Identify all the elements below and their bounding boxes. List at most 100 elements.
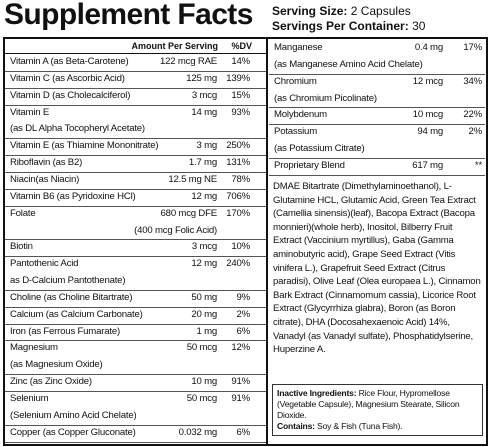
nutrient-name: Selenium	[10, 393, 49, 404]
daily-value: 91%	[231, 393, 250, 404]
title: Supplement Facts	[4, 0, 253, 31]
row-rule	[5, 155, 266, 157]
daily-value: 250%	[226, 140, 250, 152]
row-rule	[5, 424, 266, 426]
nutrient-name: Magnesium	[10, 342, 58, 354]
amount: 1 mg	[196, 325, 217, 337]
nutrient-form: (as Magnesium Oxide)	[10, 359, 103, 371]
row-rule	[5, 239, 266, 241]
column-header: Amount Per Serving	[131, 41, 218, 51]
amount: 122 mcg RAE	[160, 56, 217, 67]
label: Inactive Ingredients:	[277, 388, 357, 398]
nutrient-name: Proprietary Blend	[274, 159, 345, 171]
nutrient-name: Calcium (as Calcium Carbonate)	[10, 308, 143, 320]
nutrient-name: Vitamin E (as Thiamine Mononitrate)	[10, 140, 159, 152]
blend-ingredients: DMAE Bitartrate (Dimethylaminoethanol), …	[273, 181, 481, 356]
text: Rice Flour, Hypromellose (Vegetable Caps…	[277, 388, 460, 420]
daily-value: **	[474, 159, 482, 171]
nutrient-name: Vitamin B6 (as Pyridoxine HCl)	[10, 190, 136, 202]
row-rule	[5, 289, 266, 291]
amount: 12 mg	[191, 258, 217, 270]
amount: 0.4 mg	[414, 42, 443, 53]
label: Serving Size:	[272, 4, 348, 18]
amount: 20 mg	[191, 308, 217, 320]
daily-value: 2%	[468, 126, 483, 138]
daily-value: 91%	[231, 376, 250, 388]
daily-value: 78%	[231, 173, 250, 185]
amount-note: (400 mcg Folic Acid)	[134, 224, 217, 236]
daily-value: 14%	[231, 56, 250, 67]
nutrient-form: (as Manganese Amino Acid Chelate)	[274, 58, 423, 70]
daily-value: 10%	[231, 241, 250, 253]
row-rule	[269, 107, 485, 109]
value: 30	[412, 19, 426, 33]
amount: 1.7 mg	[188, 157, 217, 169]
amount: 3 mg	[196, 140, 217, 152]
daily-value: 12%	[231, 342, 250, 354]
nutrient-form: (Selenium Amino Acid Chelate)	[10, 409, 137, 421]
amount: 50 mg	[191, 291, 217, 303]
nutrient-form: (as DL Alpha Tocopheryl Acetate)	[10, 123, 145, 135]
nutrient-name: Biotin	[10, 241, 33, 253]
nutrient-name: Zinc (as Zinc Oxide)	[10, 376, 92, 388]
amount: 3 mcg	[191, 89, 217, 101]
nutrient-form: (as Chromium Picolinate)	[274, 92, 377, 104]
row-rule	[5, 171, 266, 173]
amount: 12.5 mg NE	[168, 173, 217, 185]
column-divider	[266, 37, 268, 444]
text: Soy & Fish (Tuna Fish).	[317, 421, 403, 431]
nutrient-name: Potassium	[274, 126, 317, 138]
nutrient-name: Chromium	[274, 75, 317, 87]
amount: 14 mg	[191, 106, 217, 118]
amount: 125 mg	[186, 72, 217, 84]
label: Servings Per Container:	[272, 19, 409, 33]
row-rule	[5, 441, 266, 443]
servings-per-container: Servings Per Container: 30	[272, 19, 425, 33]
amount: 50 mcg	[186, 393, 217, 404]
nutrient-name: Manganese	[274, 42, 323, 53]
row-rule	[5, 374, 266, 376]
daily-value: 17%	[463, 42, 482, 53]
amount: 617 mg	[412, 159, 443, 171]
row-rule	[5, 306, 266, 308]
daily-value: 170%	[226, 207, 250, 219]
daily-value: 2%	[236, 308, 251, 320]
inactive-box: Inactive Ingredients: Rice Flour, Hyprom…	[272, 384, 483, 436]
daily-value: 15%	[231, 89, 250, 101]
row-rule	[269, 157, 485, 159]
daily-value: 6%	[236, 426, 251, 438]
amount: 10 mg	[191, 376, 217, 388]
row-rule	[5, 87, 266, 89]
daily-value: 139%	[226, 72, 250, 84]
amount: 12 mg	[191, 190, 217, 202]
row-rule	[5, 256, 266, 258]
row-rule	[5, 104, 266, 106]
nutrient-name: Pantothenic Acid	[10, 258, 79, 270]
amount: 10 mcg	[412, 109, 443, 121]
amount: 12 mcg	[412, 75, 443, 87]
row-rule	[269, 174, 485, 176]
row-rule	[5, 138, 266, 140]
daily-value: 131%	[226, 157, 250, 169]
nutrient-name: Folate	[10, 207, 36, 219]
nutrient-name: Vitamin A (as Beta-Carotene)	[10, 56, 129, 67]
daily-value: 93%	[231, 106, 250, 118]
nutrient-form: (as Potassium Citrate)	[274, 143, 365, 155]
nutrient-name: Vitamin E	[10, 106, 50, 118]
row-rule	[5, 205, 266, 207]
nutrient-name: Vitamin D (as Cholecalciferol)	[10, 89, 131, 101]
row-rule	[269, 124, 485, 126]
daily-value: 706%	[226, 190, 250, 202]
amount: 0.032 mg	[178, 426, 218, 438]
nutrient-name: Iron (as Ferrous Fumarate)	[10, 325, 120, 337]
daily-value: 240%	[226, 258, 250, 270]
row-rule	[5, 323, 266, 325]
serving-size: Serving Size: 2 Capsules	[272, 4, 411, 18]
row-rule	[5, 188, 266, 190]
row-rule	[5, 391, 266, 392]
nutrient-name: Vitamin C (as Ascorbic Acid)	[10, 72, 125, 84]
header-rule	[5, 53, 266, 54]
daily-value: 22%	[463, 109, 482, 121]
daily-value: 9%	[236, 291, 251, 303]
